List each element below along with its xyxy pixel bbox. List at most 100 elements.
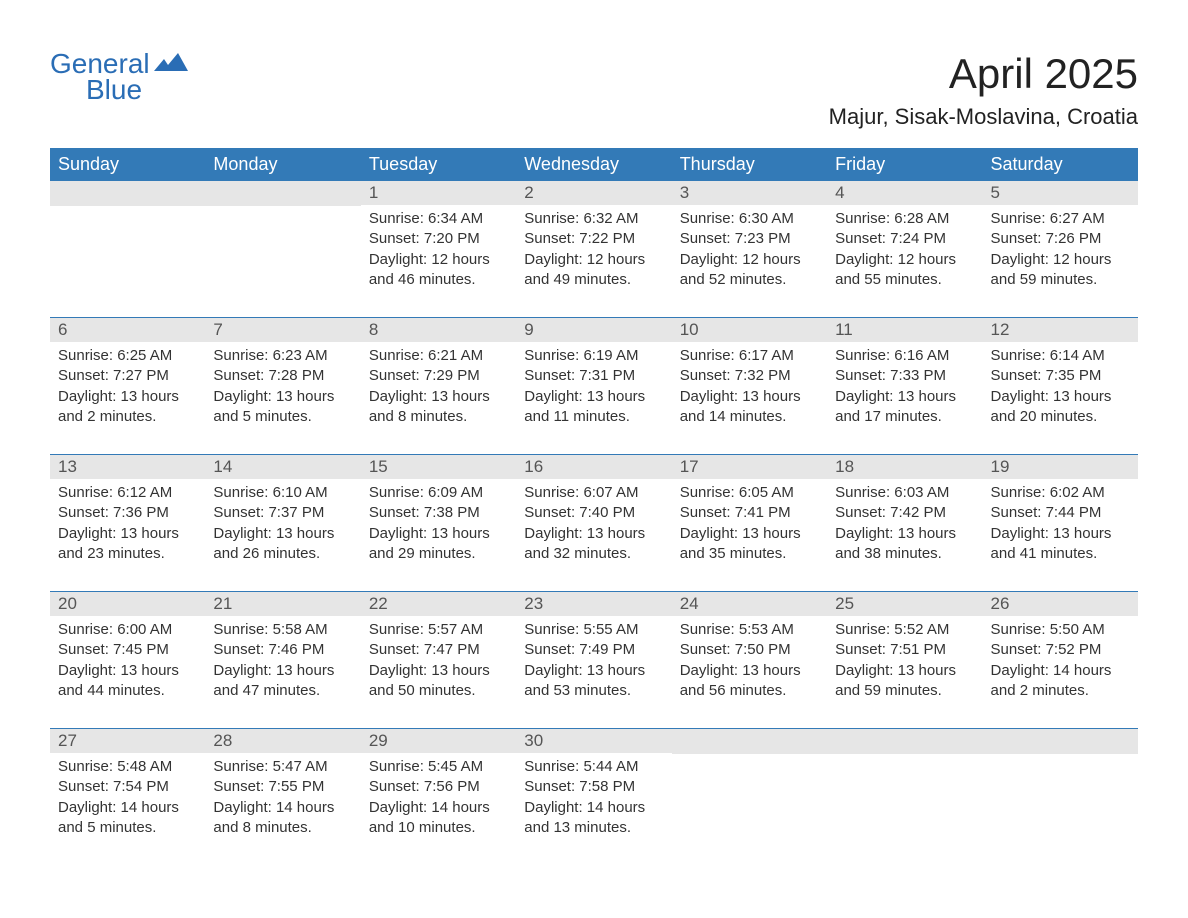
day-number: 18: [827, 455, 982, 479]
brand-logo: General Blue: [50, 50, 188, 104]
sunrise-text: Sunrise: 5:58 AM: [213, 620, 352, 640]
calendar-cell: 21Sunrise: 5:58 AMSunset: 7:46 PMDayligh…: [205, 592, 360, 712]
calendar-cell: 3Sunrise: 6:30 AMSunset: 7:23 PMDaylight…: [672, 181, 827, 301]
cell-body: Sunrise: 5:48 AMSunset: 7:54 PMDaylight:…: [50, 753, 205, 844]
calendar-cell: 30Sunrise: 5:44 AMSunset: 7:58 PMDayligh…: [516, 729, 671, 849]
daylight-text: Daylight: 12 hours and 49 minutes.: [524, 250, 663, 291]
cell-body: Sunrise: 6:17 AMSunset: 7:32 PMDaylight:…: [672, 342, 827, 433]
day-number: 23: [516, 592, 671, 616]
sunset-text: Sunset: 7:40 PM: [524, 503, 663, 523]
day-number: 21: [205, 592, 360, 616]
day-number: [672, 729, 827, 754]
sunrise-text: Sunrise: 6:23 AM: [213, 346, 352, 366]
daylight-text: Daylight: 13 hours and 47 minutes.: [213, 661, 352, 702]
calendar-cell: 7Sunrise: 6:23 AMSunset: 7:28 PMDaylight…: [205, 318, 360, 438]
sunset-text: Sunset: 7:23 PM: [680, 229, 819, 249]
cell-body: Sunrise: 5:58 AMSunset: 7:46 PMDaylight:…: [205, 616, 360, 707]
day-number: 17: [672, 455, 827, 479]
sunrise-text: Sunrise: 6:02 AM: [991, 483, 1130, 503]
day-number: [50, 181, 205, 206]
cell-body: Sunrise: 5:44 AMSunset: 7:58 PMDaylight:…: [516, 753, 671, 844]
cell-body: Sunrise: 6:21 AMSunset: 7:29 PMDaylight:…: [361, 342, 516, 433]
day-number: [205, 181, 360, 206]
daylight-text: Daylight: 12 hours and 55 minutes.: [835, 250, 974, 291]
sunrise-text: Sunrise: 6:19 AM: [524, 346, 663, 366]
weekday-header: Tuesday: [361, 148, 516, 181]
cell-body: Sunrise: 6:30 AMSunset: 7:23 PMDaylight:…: [672, 205, 827, 296]
daylight-text: Daylight: 14 hours and 13 minutes.: [524, 798, 663, 839]
day-number: 1: [361, 181, 516, 205]
calendar-cell: 24Sunrise: 5:53 AMSunset: 7:50 PMDayligh…: [672, 592, 827, 712]
sunset-text: Sunset: 7:33 PM: [835, 366, 974, 386]
sunset-text: Sunset: 7:31 PM: [524, 366, 663, 386]
daylight-text: Daylight: 13 hours and 26 minutes.: [213, 524, 352, 565]
calendar-cell: 23Sunrise: 5:55 AMSunset: 7:49 PMDayligh…: [516, 592, 671, 712]
day-number: 25: [827, 592, 982, 616]
cell-body: Sunrise: 6:25 AMSunset: 7:27 PMDaylight:…: [50, 342, 205, 433]
day-number: 6: [50, 318, 205, 342]
cell-body: Sunrise: 6:07 AMSunset: 7:40 PMDaylight:…: [516, 479, 671, 570]
sunset-text: Sunset: 7:35 PM: [991, 366, 1130, 386]
cell-body: Sunrise: 5:57 AMSunset: 7:47 PMDaylight:…: [361, 616, 516, 707]
day-number: 30: [516, 729, 671, 753]
sunset-text: Sunset: 7:41 PM: [680, 503, 819, 523]
weeks-container: 1Sunrise: 6:34 AMSunset: 7:20 PMDaylight…: [50, 181, 1138, 849]
cell-body: Sunrise: 5:53 AMSunset: 7:50 PMDaylight:…: [672, 616, 827, 707]
sunset-text: Sunset: 7:42 PM: [835, 503, 974, 523]
sunset-text: Sunset: 7:54 PM: [58, 777, 197, 797]
daylight-text: Daylight: 13 hours and 41 minutes.: [991, 524, 1130, 565]
sunset-text: Sunset: 7:32 PM: [680, 366, 819, 386]
weekday-header: Saturday: [983, 148, 1138, 181]
calendar-cell: 15Sunrise: 6:09 AMSunset: 7:38 PMDayligh…: [361, 455, 516, 575]
sunrise-text: Sunrise: 6:03 AM: [835, 483, 974, 503]
month-title: April 2025: [829, 50, 1138, 98]
day-number: 8: [361, 318, 516, 342]
sunrise-text: Sunrise: 6:05 AM: [680, 483, 819, 503]
day-number: 20: [50, 592, 205, 616]
day-number: 13: [50, 455, 205, 479]
week-row: 6Sunrise: 6:25 AMSunset: 7:27 PMDaylight…: [50, 317, 1138, 438]
calendar-cell: [983, 729, 1138, 849]
day-number: 4: [827, 181, 982, 205]
daylight-text: Daylight: 13 hours and 23 minutes.: [58, 524, 197, 565]
sunrise-text: Sunrise: 6:10 AM: [213, 483, 352, 503]
cell-body: Sunrise: 6:19 AMSunset: 7:31 PMDaylight:…: [516, 342, 671, 433]
sunset-text: Sunset: 7:55 PM: [213, 777, 352, 797]
cell-body: Sunrise: 6:09 AMSunset: 7:38 PMDaylight:…: [361, 479, 516, 570]
sunrise-text: Sunrise: 5:48 AM: [58, 757, 197, 777]
daylight-text: Daylight: 13 hours and 11 minutes.: [524, 387, 663, 428]
daylight-text: Daylight: 13 hours and 29 minutes.: [369, 524, 508, 565]
daylight-text: Daylight: 13 hours and 2 minutes.: [58, 387, 197, 428]
calendar-cell: 22Sunrise: 5:57 AMSunset: 7:47 PMDayligh…: [361, 592, 516, 712]
sunset-text: Sunset: 7:38 PM: [369, 503, 508, 523]
day-number: [827, 729, 982, 754]
day-number: 10: [672, 318, 827, 342]
calendar-cell: 29Sunrise: 5:45 AMSunset: 7:56 PMDayligh…: [361, 729, 516, 849]
daylight-text: Daylight: 14 hours and 8 minutes.: [213, 798, 352, 839]
sunrise-text: Sunrise: 6:07 AM: [524, 483, 663, 503]
sunrise-text: Sunrise: 6:00 AM: [58, 620, 197, 640]
daylight-text: Daylight: 13 hours and 44 minutes.: [58, 661, 197, 702]
calendar-cell: 14Sunrise: 6:10 AMSunset: 7:37 PMDayligh…: [205, 455, 360, 575]
cell-body: Sunrise: 6:28 AMSunset: 7:24 PMDaylight:…: [827, 205, 982, 296]
day-number: 27: [50, 729, 205, 753]
sunset-text: Sunset: 7:37 PM: [213, 503, 352, 523]
day-number: 2: [516, 181, 671, 205]
sunset-text: Sunset: 7:22 PM: [524, 229, 663, 249]
sunrise-text: Sunrise: 6:17 AM: [680, 346, 819, 366]
cell-body: Sunrise: 6:27 AMSunset: 7:26 PMDaylight:…: [983, 205, 1138, 296]
calendar-cell: [827, 729, 982, 849]
daylight-text: Daylight: 13 hours and 53 minutes.: [524, 661, 663, 702]
daylight-text: Daylight: 14 hours and 5 minutes.: [58, 798, 197, 839]
sunrise-text: Sunrise: 5:45 AM: [369, 757, 508, 777]
calendar-cell: 6Sunrise: 6:25 AMSunset: 7:27 PMDaylight…: [50, 318, 205, 438]
sunset-text: Sunset: 7:26 PM: [991, 229, 1130, 249]
daylight-text: Daylight: 14 hours and 2 minutes.: [991, 661, 1130, 702]
sunrise-text: Sunrise: 5:52 AM: [835, 620, 974, 640]
daylight-text: Daylight: 13 hours and 5 minutes.: [213, 387, 352, 428]
flag-icon: [154, 50, 188, 78]
calendar-cell: 25Sunrise: 5:52 AMSunset: 7:51 PMDayligh…: [827, 592, 982, 712]
calendar-cell: 11Sunrise: 6:16 AMSunset: 7:33 PMDayligh…: [827, 318, 982, 438]
weekday-header: Monday: [205, 148, 360, 181]
calendar-cell: 5Sunrise: 6:27 AMSunset: 7:26 PMDaylight…: [983, 181, 1138, 301]
